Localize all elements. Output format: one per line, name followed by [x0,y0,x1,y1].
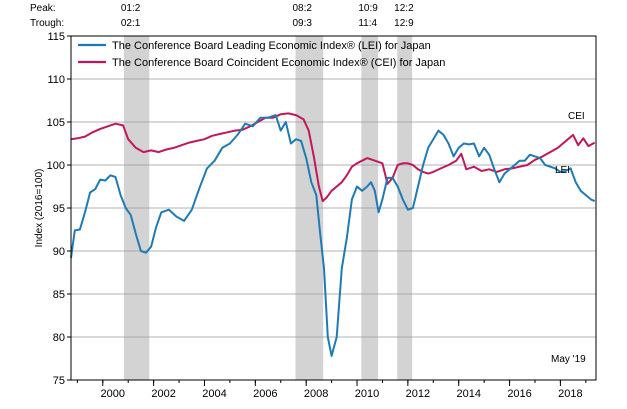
x-tick-label: 2014 [456,388,480,400]
x-tick-label: 2008 [304,388,328,400]
y-tick-label: 100 [47,160,65,172]
peak-label: Peak: [30,3,56,14]
peak-date: 08:2 [292,3,312,14]
peak-date: 10:9 [358,3,378,14]
legend: The Conference Board Leading Economic In… [78,40,445,69]
y-tick-label: 110 [47,74,65,86]
x-tick-label: 2012 [406,388,430,400]
peak-date: 12:2 [394,3,414,14]
y-tick-label: 85 [53,289,65,301]
series-line-lei [70,114,596,357]
x-tick-label: 2002 [151,388,175,400]
series-line-cei [70,112,596,203]
series-label-cei: CEI [568,111,585,122]
y-tick-label: 105 [47,117,65,129]
y-tick-label: 90 [53,246,65,258]
y-axis-label: Index (2016=100) [34,169,45,248]
x-tick-label: 2016 [507,388,531,400]
trough-date: 11:4 [358,18,377,29]
x-tick-label: 2018 [558,388,582,400]
y-tick-label: 95 [53,203,65,215]
y-tick-label: 115 [47,31,65,43]
x-tick-label: 2004 [202,388,226,400]
grid-lines [71,78,596,338]
legend-label-cei: The Conference Board Coincident Economic… [112,57,445,69]
trough-date: 12:9 [394,18,414,29]
x-tick-label: 2010 [355,388,379,400]
y-axis: 75 80 85 90 95 100 105 110 115 [47,31,71,387]
x-axis: 2000 2002 2004 2006 2008 2010 2012 2014 2016 2018 [76,380,587,400]
peak-date: 01:2 [121,3,141,14]
x-tick-label: 2000 [101,388,125,400]
trough-date: 02:1 [121,18,141,29]
trough-date: 09:3 [292,18,312,29]
x-tick-label: 2006 [253,388,277,400]
series-lines [70,112,596,357]
y-tick-label: 75 [53,375,65,387]
date-note: May '19 [551,354,586,365]
trough-label: Trough: [30,18,64,29]
y-tick-label: 80 [53,332,65,344]
legend-label-lei: The Conference Board Leading Economic In… [112,40,431,52]
series-label-lei: LEI [555,165,570,176]
